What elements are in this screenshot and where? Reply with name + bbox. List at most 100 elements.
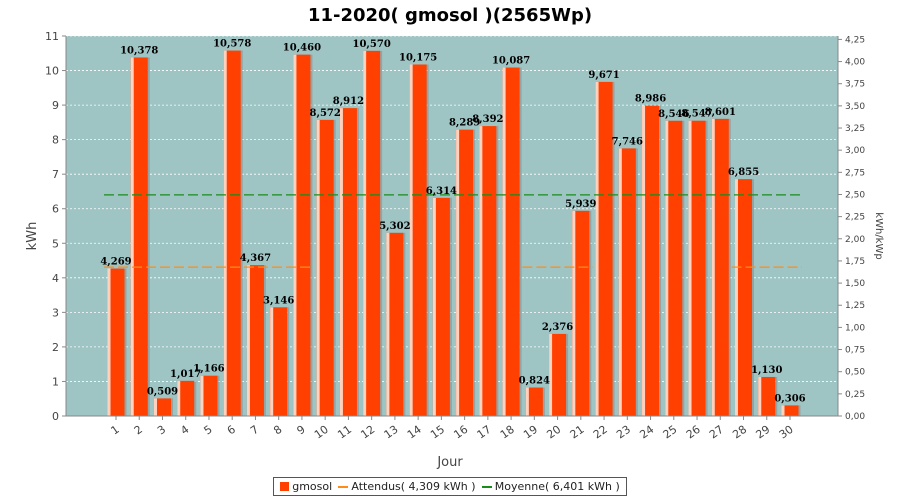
legend-swatch-moyenne xyxy=(481,485,492,488)
bar-day-8 xyxy=(270,307,288,416)
y-right-tick-label: 3,50 xyxy=(845,102,865,112)
bar-day-9 xyxy=(293,54,311,417)
data-label-day-2: 10,378 xyxy=(120,45,158,56)
bar-highlight xyxy=(130,57,134,416)
data-label-day-23: 7,746 xyxy=(612,136,643,147)
plot-area xyxy=(66,36,838,416)
bar-highlight xyxy=(107,268,111,416)
bar-day-19 xyxy=(525,387,543,416)
data-label-day-21: 5,939 xyxy=(565,199,596,210)
y-axis-right-label: kWh/kWp xyxy=(873,212,884,259)
x-tick-label: 24 xyxy=(637,423,656,442)
y-axis-left: 0 1 2 3 4 5 6 7 8 9 10 11 xyxy=(45,30,67,423)
x-tick-label: 26 xyxy=(684,423,703,442)
bar-highlight xyxy=(642,105,646,416)
bar-day-29 xyxy=(758,376,776,416)
bar-day-1 xyxy=(107,268,125,416)
legend-item-attendus: Attendus( 4,309 kWh ) xyxy=(338,480,476,493)
bar-highlight xyxy=(409,64,413,416)
bar-day-23 xyxy=(618,148,636,417)
x-tick-label: 8 xyxy=(271,423,284,438)
x-tick-label: 23 xyxy=(614,423,633,442)
y-tick-label: 1 xyxy=(52,375,59,388)
bar-highlight xyxy=(735,179,739,416)
x-tick-label: 15 xyxy=(428,423,447,442)
data-label-day-16: 8,289 xyxy=(449,118,480,129)
bar-highlight xyxy=(502,67,506,416)
bar-day-10 xyxy=(316,119,334,416)
x-tick-label: 9 xyxy=(294,423,307,438)
y-right-tick-label: 4,00 xyxy=(845,58,865,68)
y-right-tick-label: 4,25 xyxy=(845,35,865,45)
y-right-tick-label: 2,75 xyxy=(845,168,865,178)
bars xyxy=(107,50,801,417)
bar-highlight xyxy=(549,333,553,416)
legend-item-moyenne: Moyenne( 6,401 kWh ) xyxy=(481,480,620,493)
x-tick-label: 1 xyxy=(109,423,122,438)
bar-highlight xyxy=(688,120,692,417)
y-tick-label: 8 xyxy=(52,134,59,147)
y-right-tick-label: 0,25 xyxy=(845,390,865,400)
x-tick-label: 13 xyxy=(382,423,401,442)
y-right-tick-label: 1,25 xyxy=(845,301,865,311)
data-label-day-26: 8,547 xyxy=(681,109,712,120)
x-tick-label: 19 xyxy=(521,423,540,442)
y-tick-label: 11 xyxy=(45,30,59,43)
bar-day-14 xyxy=(409,64,427,416)
data-label-day-27: 8,601 xyxy=(705,107,736,118)
data-label-day-1: 4,269 xyxy=(100,257,131,268)
data-label-day-29: 1,130 xyxy=(751,365,782,376)
y-right-tick-label: 3,25 xyxy=(845,124,865,134)
x-tick-label: 29 xyxy=(754,423,773,442)
x-axis: 1 2 3 4 5 6 7 8 9 10 11 12 13 14 15 16 17 18 19 20 21 22 23 24 2… xyxy=(66,415,838,442)
x-tick-label: 3 xyxy=(155,423,168,438)
x-tick-label: 30 xyxy=(777,423,796,442)
data-label-day-8: 3,146 xyxy=(263,295,294,306)
bar-day-12 xyxy=(363,50,381,416)
y-tick-label: 0 xyxy=(52,410,59,423)
bar-day-24 xyxy=(642,105,660,416)
data-label-day-9: 10,460 xyxy=(283,43,321,54)
bar-day-22 xyxy=(595,81,613,416)
bar-day-20 xyxy=(549,333,567,416)
bar-highlight xyxy=(456,129,460,417)
y-right-tick-label: 0,00 xyxy=(845,412,865,422)
bar-highlight xyxy=(479,126,483,416)
reference-lines xyxy=(104,194,802,268)
y-right-tick-label: 0,75 xyxy=(845,346,865,356)
data-label-day-4: 1,017 xyxy=(170,369,201,380)
data-label-day-14: 10,175 xyxy=(399,53,437,64)
legend-label-gmosol: gmosol xyxy=(292,480,333,493)
bar-day-27 xyxy=(711,118,729,416)
data-label-day-10: 8,572 xyxy=(310,108,341,119)
bar-highlight xyxy=(432,197,436,416)
x-tick-label: 6 xyxy=(225,423,238,438)
bar-day-4 xyxy=(177,380,195,416)
y-right-tick-label: 3,75 xyxy=(845,80,865,90)
bar-highlight xyxy=(618,148,622,417)
data-label-day-20: 2,376 xyxy=(542,322,573,333)
bar-day-21 xyxy=(572,210,590,416)
bar-highlight xyxy=(339,108,343,416)
bar-day-30 xyxy=(781,405,799,416)
bar-highlight xyxy=(595,81,599,416)
bar-highlight xyxy=(246,265,250,416)
y-right-tick-label: 1,50 xyxy=(845,279,865,289)
bar-highlight xyxy=(525,387,529,416)
x-tick-label: 5 xyxy=(201,423,214,438)
data-label-day-5: 1,166 xyxy=(193,364,224,375)
legend-label-attendus: Attendus( 4,309 kWh ) xyxy=(351,480,476,493)
y-axis-label: kWh xyxy=(25,222,40,251)
x-tick-label: 20 xyxy=(544,423,563,442)
data-label-day-15: 6,314 xyxy=(426,186,457,197)
x-tick-label: 18 xyxy=(498,423,517,442)
y-right-tick-label: 2,25 xyxy=(845,213,865,223)
bar-highlight xyxy=(665,120,669,417)
bar-highlight xyxy=(572,210,576,416)
y-tick-label: 9 xyxy=(52,99,59,112)
y-tick-label: 5 xyxy=(52,237,59,250)
bar-day-7 xyxy=(246,265,264,416)
x-tick-label: 22 xyxy=(591,423,610,442)
